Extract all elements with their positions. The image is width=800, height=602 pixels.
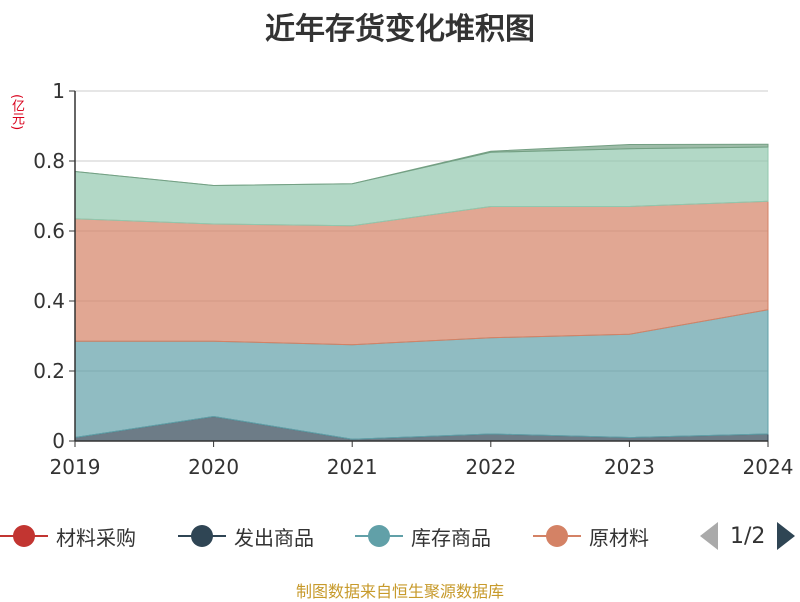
legend-item-material-purchase[interactable]: 材料采购 [0, 516, 136, 556]
legend: 材料采购 发出商品 库存商品 原材料 [0, 516, 800, 556]
y-tick-label: 0.8 [33, 149, 65, 173]
legend-marker-icon [0, 516, 48, 556]
area-series-5 [74, 143, 769, 187]
next-page-icon[interactable] [777, 522, 796, 550]
x-tick-label: 2024 [743, 455, 794, 479]
legend-item-raw-materials[interactable]: 原材料 [533, 516, 649, 556]
legend-marker-icon [355, 516, 403, 556]
legend-marker-icon [533, 516, 581, 556]
chart-title: 近年存货变化堆积图 [265, 12, 535, 47]
legend-marker-icon [178, 516, 226, 556]
legend-label: 库存商品 [411, 525, 491, 550]
y-axis-unit-label: (亿元) [9, 94, 24, 131]
y-tick-label: 1 [52, 79, 65, 103]
axis-layer: 0 0.2 0.4 0.6 0.8 1 2019 2020 2021 2022 2023 2024 [33, 79, 793, 479]
area-layer [74, 143, 769, 442]
y-tick-label: 0.4 [33, 289, 65, 313]
legend-item-inventory-goods[interactable]: 库存商品 [355, 516, 491, 556]
previous-page-icon[interactable] [700, 522, 718, 550]
x-tick-label: 2020 [188, 455, 239, 479]
legend-pager: 1/2 [700, 516, 796, 556]
x-tick-label: 2019 [50, 455, 101, 479]
x-tick-label: 2022 [465, 455, 516, 479]
legend-label: 材料采购 [56, 525, 136, 550]
legend-label: 原材料 [589, 525, 649, 550]
y-tick-label: 0 [52, 429, 65, 453]
legend-dot [191, 525, 213, 547]
legend-item-shipped-goods[interactable]: 发出商品 [178, 516, 314, 556]
x-tick-label: 2021 [327, 455, 378, 479]
data-source-note: 制图数据来自恒生聚源数据库 [295, 582, 504, 601]
y-tick-label: 0.6 [33, 219, 65, 243]
legend-dot [368, 525, 390, 547]
legend-dot [13, 525, 35, 547]
y-tick-label: 0.2 [33, 359, 65, 383]
x-tick-label: 2023 [604, 455, 655, 479]
legend-label: 发出商品 [234, 525, 314, 550]
legend-dot [546, 525, 568, 547]
page-indicator: 1/2 [730, 523, 766, 549]
